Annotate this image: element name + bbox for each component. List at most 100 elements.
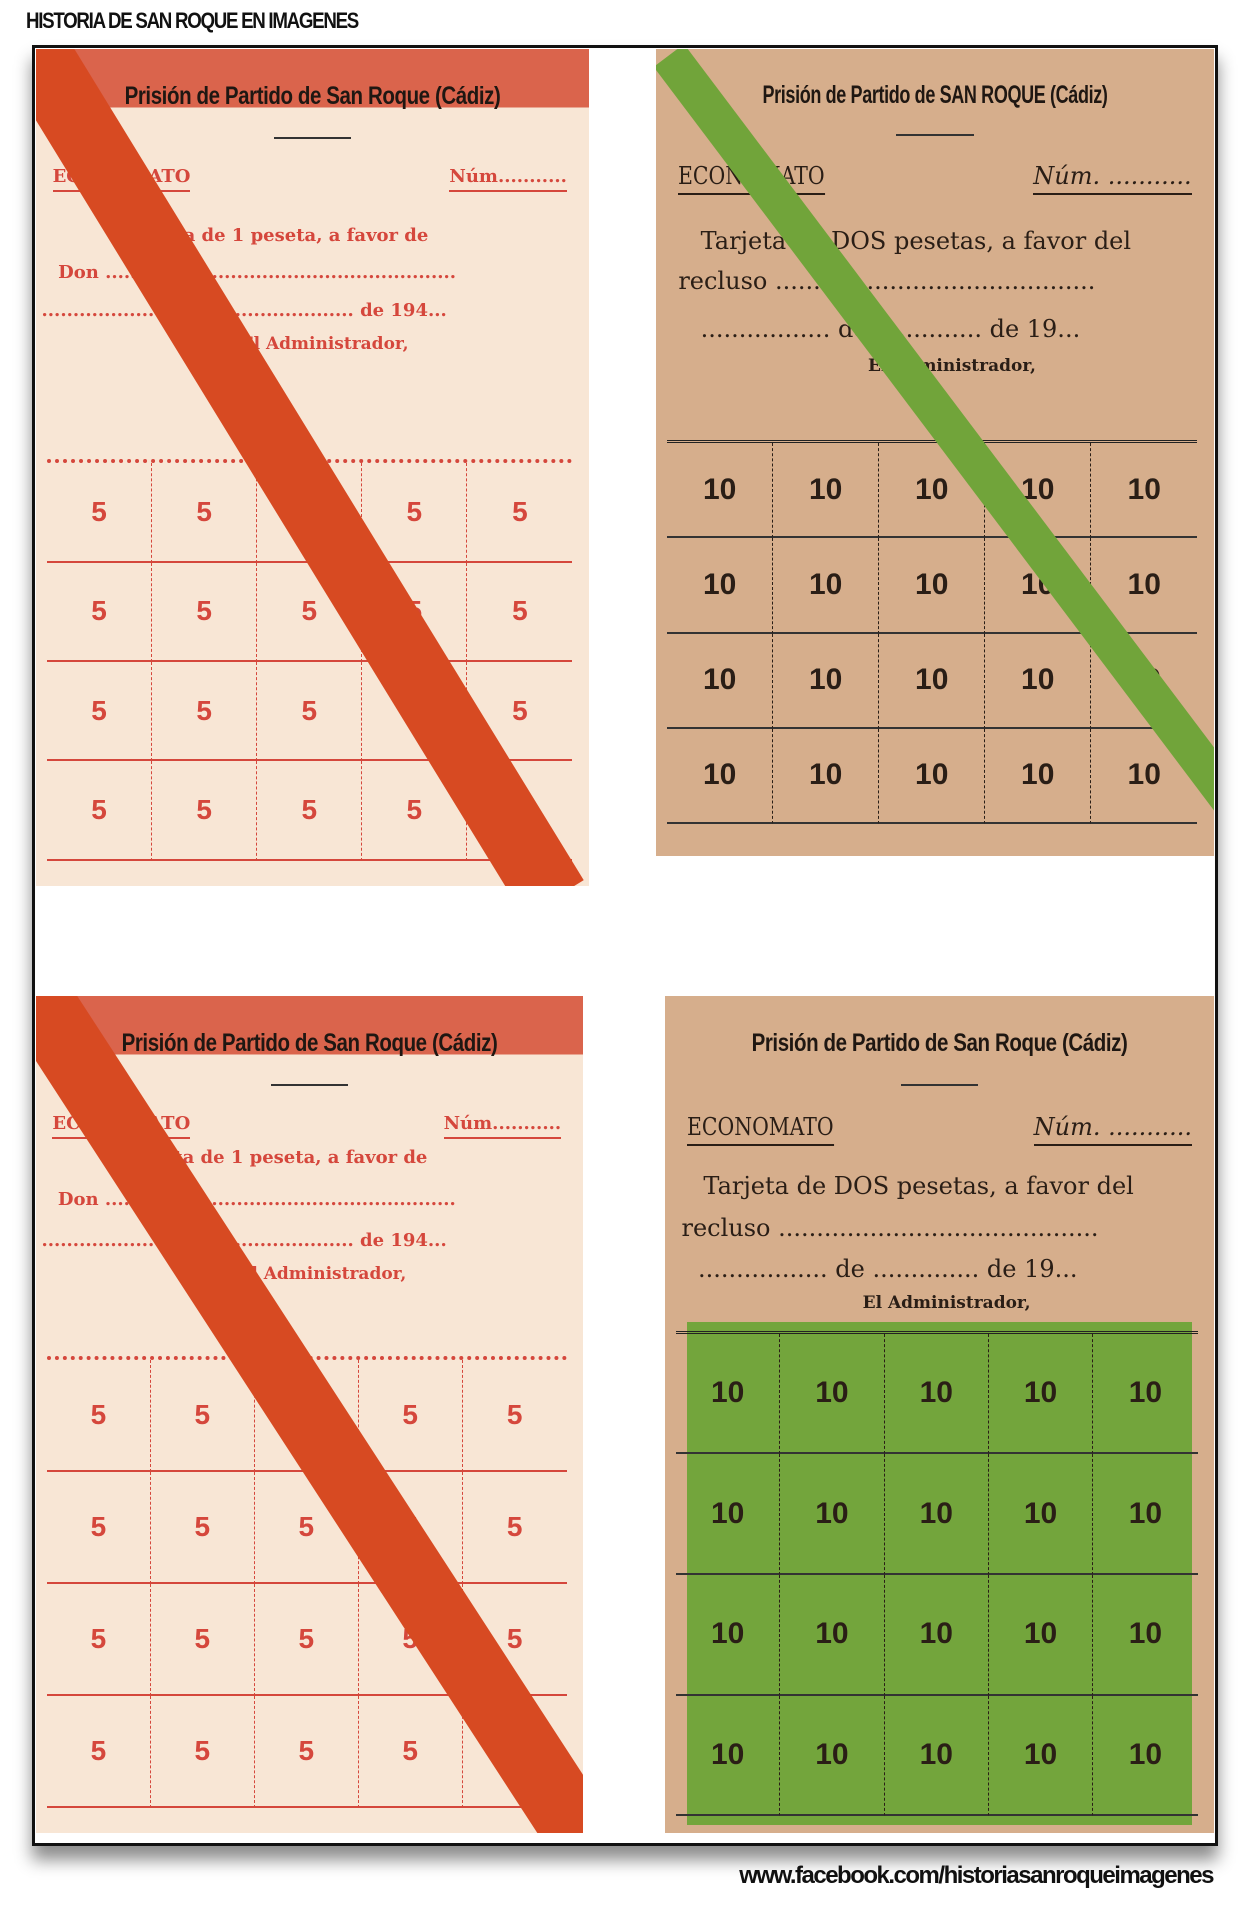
- coupon-cell: 5: [254, 1695, 359, 1808]
- red-top-band: [36, 996, 583, 1072]
- coupon-cell: 10: [773, 538, 880, 634]
- coupon-cell: 10: [1091, 729, 1198, 824]
- coupon-cell: 10: [988, 1333, 1094, 1455]
- coupon-cell: 10: [773, 633, 880, 729]
- card-value-line: Tarjeta de DOS pesetas, a favor del: [700, 226, 1132, 255]
- card-1-peseta-bottom: Prisión de Partido de San Roque (Cádiz) …: [36, 996, 583, 1833]
- holder-line: recluso ................................…: [681, 1213, 1099, 1242]
- coupon-cell: 5: [257, 761, 363, 861]
- divider: [273, 136, 352, 139]
- coupon-cell: 10: [780, 1695, 885, 1817]
- coupon-cell: 10: [985, 728, 1092, 824]
- coupon-cell: 10: [773, 443, 880, 539]
- coupon-cell: 10: [988, 1454, 1094, 1576]
- coupon-cell: 5: [47, 562, 153, 662]
- coupon-cell: 5: [150, 1583, 255, 1696]
- card-title: Prisión de Partido de San Roque (Cádiz): [751, 1029, 1128, 1058]
- coupon-cell: 10: [780, 1333, 885, 1455]
- number-field: Núm...........: [449, 166, 567, 193]
- coupon-cell: 10: [879, 728, 986, 824]
- footer-url: www.facebook.com/historiasanroqueimagene…: [739, 1862, 1214, 1889]
- coupon-cell: 10: [884, 1454, 989, 1576]
- number-field: Núm. ...........: [1033, 162, 1192, 195]
- coupon-cell: 10: [1093, 1334, 1198, 1455]
- coupon-cell: 5: [358, 1695, 463, 1808]
- card-1-peseta-top: Prisión de Partido de San Roque (Cádiz) …: [36, 49, 589, 886]
- coupon-cell: 10: [988, 1575, 1094, 1696]
- coupon-cell: 5: [46, 1471, 151, 1584]
- coupon-cell: 5: [47, 761, 153, 861]
- card-value-line: Tarjeta de 1 peseta, a favor de: [123, 1146, 428, 1168]
- coupon-cell: 10: [1091, 538, 1198, 634]
- coupon-cell: 5: [46, 1583, 151, 1696]
- coupon-cell: 10: [675, 1454, 781, 1576]
- holder-line: recluso ................................…: [678, 266, 1096, 295]
- coupon-cell: 5: [152, 761, 258, 861]
- coupon-cell: 10: [884, 1575, 989, 1696]
- site-title: HISTORIA DE SAN ROQUE EN IMAGENES: [26, 8, 359, 33]
- card-2-pesetas-top: Prisión de Partido de SAN ROQUE (Cádiz) …: [656, 49, 1214, 856]
- coupon-cell: 10: [667, 443, 774, 539]
- coupon-cell: 10: [1093, 1696, 1198, 1817]
- coupon-cell: 5: [462, 1472, 567, 1584]
- red-top-band: [36, 49, 589, 125]
- coupon-cell: 10: [675, 1333, 781, 1455]
- coupon-cell: 5: [46, 1695, 151, 1808]
- coupon-cell: 5: [47, 463, 153, 563]
- coupon-cell: 5: [150, 1471, 255, 1584]
- coupon-cell: 5: [358, 1359, 463, 1472]
- card-title: Prisión de Partido de San Roque (Cádiz): [121, 1029, 498, 1058]
- number-field: Núm...........: [443, 1113, 562, 1140]
- coupon-cell: 5: [46, 1359, 151, 1472]
- divider: [901, 1083, 978, 1086]
- date-line: ...................... de ..............…: [41, 1230, 447, 1252]
- coupon-cell: 10: [780, 1575, 885, 1696]
- card-title: Prisión de Partido de SAN ROQUE (Cádiz): [762, 81, 1108, 110]
- divider: [895, 133, 975, 136]
- coupon-cell: 5: [152, 662, 258, 762]
- number-field: Núm. ...........: [1033, 1113, 1193, 1147]
- card-title: Prisión de Partido de San Roque (Cádiz): [124, 82, 501, 111]
- coupon-cell: 10: [988, 1695, 1094, 1817]
- coupon-cell: 10: [667, 633, 774, 729]
- coupon-cell: 10: [667, 538, 774, 634]
- coupon-cell: 5: [152, 463, 258, 563]
- holder-line: Don ....................................…: [57, 1188, 456, 1210]
- coupon-cell: 10: [1091, 443, 1198, 539]
- coupon-cell: 5: [467, 463, 573, 563]
- card-value-line: Tarjeta de 1 peseta, a favor de: [124, 224, 429, 246]
- coupon-cell: 10: [667, 728, 774, 824]
- coupon-cell: 10: [884, 1333, 989, 1455]
- card-2-pesetas-bottom: Prisión de Partido de San Roque (Cádiz) …: [665, 996, 1214, 1833]
- coupon-cell: 10: [780, 1454, 885, 1576]
- coupon-cell: 5: [152, 562, 258, 662]
- date-line: ................. de .............. de 1…: [697, 1255, 1078, 1284]
- divider: [271, 1083, 348, 1086]
- coupon-cell: 5: [254, 1583, 359, 1696]
- coupon-cell: 5: [257, 662, 363, 762]
- administrator-label: El Administrador,: [240, 333, 409, 354]
- administrator-label: El Administrador,: [238, 1263, 407, 1284]
- coupon-cell: 5: [150, 1695, 255, 1808]
- coupon-cell: 5: [467, 662, 573, 762]
- coupon-cell: 5: [150, 1359, 255, 1472]
- card-value-line: Tarjeta de DOS pesetas, a favor del: [703, 1171, 1134, 1200]
- coupon-cell: 10: [675, 1695, 781, 1817]
- coupon-cell: 10: [879, 633, 986, 729]
- economato-label: ECONOMATO: [686, 1113, 834, 1147]
- coupon-cell: 10: [879, 538, 986, 634]
- coupon-cell: 10: [675, 1575, 781, 1696]
- coupon-cell: 5: [462, 1360, 567, 1472]
- holder-line: Don ....................................…: [58, 262, 457, 284]
- administrator-label: El Administrador,: [862, 1293, 1031, 1314]
- coupon-cell: 5: [47, 662, 153, 762]
- coupon-cell: 10: [884, 1695, 989, 1817]
- coupon-cell: 10: [985, 633, 1092, 729]
- date-line: ...................... de ..............…: [41, 300, 447, 322]
- coupon-cell: 10: [773, 728, 880, 824]
- coupon-cell: 10: [1093, 1454, 1198, 1576]
- coupon-cell: 10: [1093, 1575, 1198, 1696]
- coupon-cell: 5: [467, 563, 573, 662]
